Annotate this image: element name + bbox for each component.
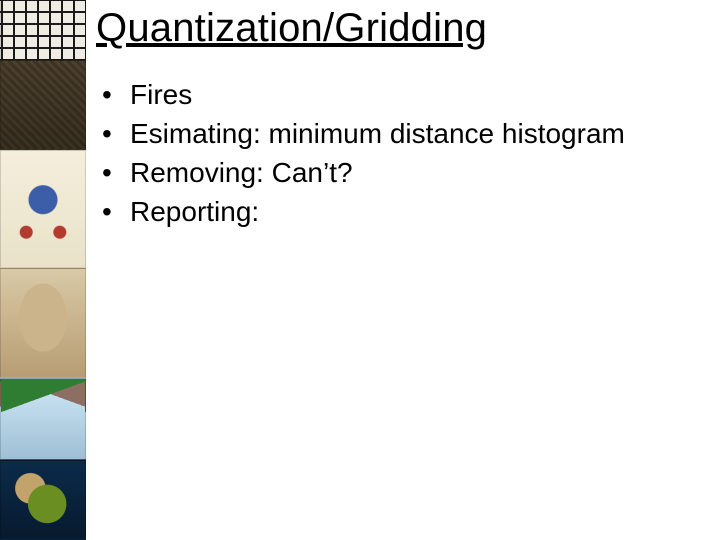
bullet-item: Reporting: (96, 194, 708, 229)
slide: Quantization/Gridding Fires Esimating: m… (0, 0, 720, 540)
thumb-clay-tablet-icon (0, 60, 86, 150)
thumbnail-strip (0, 0, 86, 540)
bullet-item: Esimating: minimum distance histogram (96, 116, 708, 151)
thumb-relief-map-icon (0, 378, 86, 460)
bullet-item: Removing: Can’t? (96, 155, 708, 190)
bullet-item: Fires (96, 77, 708, 112)
slide-title: Quantization/Gridding (96, 6, 708, 51)
content-area: Quantization/Gridding Fires Esimating: m… (96, 6, 708, 233)
thumb-medieval-map-icon (0, 150, 86, 268)
thumb-parchment-map-icon (0, 268, 86, 378)
bullet-list: Fires Esimating: minimum distance histog… (96, 77, 708, 229)
thumb-grid-sketch-icon (0, 0, 86, 60)
thumb-globe-continent-icon (0, 460, 86, 540)
